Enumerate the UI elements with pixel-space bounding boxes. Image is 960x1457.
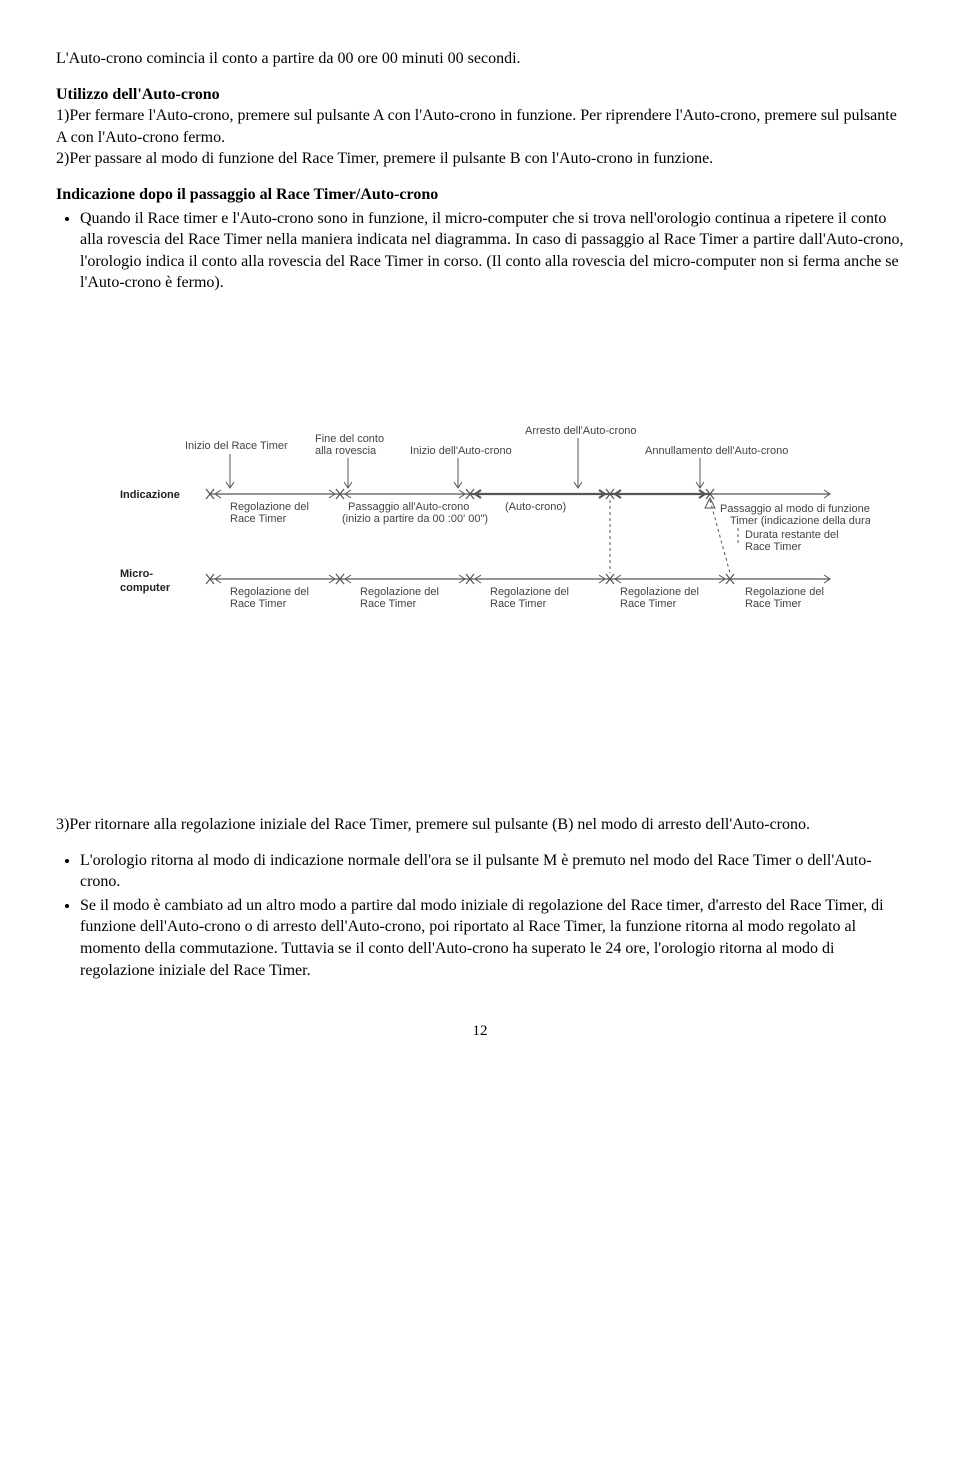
step-1: 1)Per fermare l'Auto-crono, premere sul … — [56, 107, 897, 146]
svg-text:Regolazione del: Regolazione del — [230, 586, 309, 598]
bullet-item: Quando il Race timer e l'Auto-crono sono… — [80, 208, 904, 294]
svg-text:Regolazione del: Regolazione del — [620, 586, 699, 598]
svg-text:Annullamento dell'Auto-crono: Annullamento dell'Auto-crono — [645, 445, 788, 457]
svg-text:Regolazione del: Regolazione del — [745, 586, 824, 598]
svg-text:Race Timer: Race Timer — [230, 513, 287, 525]
svg-text:Regolazione del: Regolazione del — [490, 586, 569, 598]
step-3: 3)Per ritornare alla regolazione inizial… — [56, 814, 904, 836]
svg-text:Durata restante del: Durata restante del — [745, 529, 839, 541]
heading-indicazione: Indicazione dopo il passaggio al Race Ti… — [56, 184, 904, 206]
svg-text:(inizio a partire da 00 :00' 0: (inizio a partire da 00 :00' 00") — [342, 513, 488, 525]
heading-utilizzo: Utilizzo dell'Auto-crono — [56, 86, 220, 103]
svg-text:computer: computer — [120, 582, 171, 594]
svg-text:Timer (indicazione della durat: Timer (indicazione della durata restante… — [730, 515, 870, 527]
svg-text:Race Timer: Race Timer — [230, 598, 287, 610]
svg-text:Regolazione del: Regolazione del — [360, 586, 439, 598]
step-2: 2)Per passare al modo di funzione del Ra… — [56, 150, 713, 167]
svg-text:Micro-: Micro- — [120, 568, 153, 580]
svg-text:Race Timer: Race Timer — [360, 598, 417, 610]
paragraph-intro: L'Auto-crono comincia il conto a partire… — [56, 48, 904, 70]
svg-text:Arresto dell'Auto-crono: Arresto dell'Auto-crono — [525, 425, 637, 437]
svg-text:Fine del conto: Fine del conto — [315, 433, 384, 445]
svg-text:Race Timer: Race Timer — [620, 598, 677, 610]
svg-text:Passaggio all'Auto-crono: Passaggio all'Auto-crono — [348, 501, 469, 513]
svg-text:Inizio del Race Timer: Inizio del Race Timer — [185, 440, 288, 452]
timing-diagram: Inizio del Race Timer Fine del contoalla … — [90, 414, 870, 614]
bullet-item: L'orologio ritorna al modo di indicazion… — [80, 850, 904, 893]
page-number: 12 — [56, 1021, 904, 1041]
bullet-list-1: Quando il Race timer e l'Auto-crono sono… — [56, 208, 904, 294]
svg-text:(Auto-crono): (Auto-crono) — [505, 501, 566, 513]
svg-text:alla rovescia: alla rovescia — [315, 445, 377, 457]
svg-text:Passaggio al modo di funzione: Passaggio al modo di funzione del Race — [720, 503, 870, 515]
svg-text:Regolazione del: Regolazione del — [230, 501, 309, 513]
svg-text:Race Timer: Race Timer — [745, 541, 802, 553]
svg-text:Indicazione: Indicazione — [120, 489, 180, 501]
svg-text:Race Timer: Race Timer — [745, 598, 802, 610]
bullet-item: Se il modo è cambiato ad un altro modo a… — [80, 895, 904, 981]
section-utilizzo: Utilizzo dell'Auto-crono 1)Per fermare l… — [56, 84, 904, 170]
bullet-list-2: L'orologio ritorna al modo di indicazion… — [56, 850, 904, 982]
svg-text:Race Timer: Race Timer — [490, 598, 547, 610]
svg-text:Inizio dell'Auto-crono: Inizio dell'Auto-crono — [410, 445, 512, 457]
